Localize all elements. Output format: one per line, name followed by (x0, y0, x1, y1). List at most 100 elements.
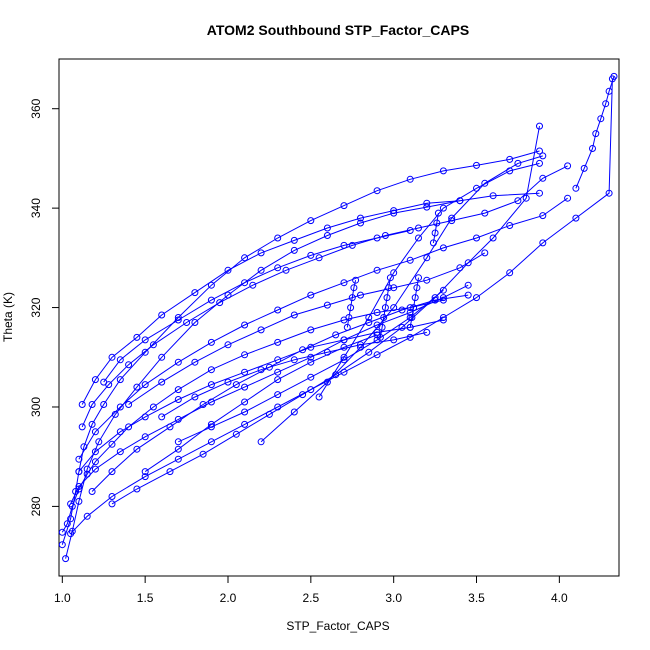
data-point (75, 468, 83, 476)
data-point (357, 291, 364, 299)
data-point (506, 269, 514, 277)
data-point (149, 403, 157, 411)
data-point (307, 291, 315, 299)
data-point (340, 356, 348, 364)
data-point (348, 294, 356, 302)
data-point (506, 167, 514, 175)
data-point (108, 493, 116, 500)
series-line (260, 155, 543, 443)
data-point (95, 438, 103, 446)
data-point (536, 122, 543, 130)
series-line (65, 192, 540, 559)
data-point (473, 184, 480, 192)
data-point (307, 326, 315, 334)
series-line (81, 165, 568, 428)
data-point (257, 366, 265, 374)
data-point (108, 468, 116, 476)
data-point (473, 234, 480, 242)
data-point (274, 306, 282, 314)
data-point (506, 155, 514, 163)
data-point (539, 212, 547, 220)
data-point (423, 328, 431, 336)
data-point (473, 161, 480, 169)
data-point (390, 304, 398, 312)
data-point (398, 306, 406, 314)
data-point (456, 197, 464, 205)
data-point (481, 179, 489, 187)
data-point (274, 376, 282, 384)
data-point (290, 311, 298, 319)
data-point (174, 386, 182, 394)
data-point (385, 284, 393, 292)
data-point (166, 423, 174, 431)
data-point (323, 232, 331, 239)
data-point (141, 473, 149, 481)
data-point (381, 304, 389, 312)
data-point (241, 420, 249, 428)
series-line (70, 284, 469, 505)
data-point (116, 448, 124, 456)
data-point (423, 276, 431, 284)
data-point (257, 249, 265, 257)
data-point (241, 351, 249, 359)
data-point (183, 319, 191, 326)
data-point (522, 194, 530, 202)
data-point (373, 309, 381, 316)
data-point (224, 266, 232, 274)
data-point (340, 343, 348, 351)
data-point (536, 189, 543, 197)
data-point (241, 254, 249, 262)
data-point (174, 455, 182, 463)
chart-title: ATOM2 Southbound STP_Factor_CAPS (207, 22, 469, 38)
data-point (406, 323, 414, 331)
data-point (340, 202, 348, 210)
data-point (406, 256, 414, 264)
data-point (241, 383, 249, 391)
data-point (373, 187, 381, 195)
data-point (100, 378, 108, 386)
data-point (464, 291, 472, 299)
data-point (274, 338, 282, 346)
data-point (406, 175, 414, 183)
x-tick-label: 2.0 (220, 591, 237, 605)
data-point (350, 284, 358, 292)
data-point (191, 289, 199, 297)
x-tick-label: 3.5 (468, 591, 485, 605)
data-point (415, 234, 422, 242)
data-point (265, 410, 273, 418)
data-point (88, 420, 96, 428)
data-point (265, 363, 273, 371)
data-point (290, 408, 298, 416)
data-point (536, 147, 543, 155)
data-point (141, 468, 149, 476)
data-point (241, 408, 249, 416)
series-line (78, 197, 568, 460)
series-line (81, 200, 460, 405)
data-point (191, 319, 199, 326)
data-point (174, 438, 182, 446)
data-point (572, 214, 580, 222)
data-point (125, 423, 133, 431)
series-line (178, 289, 444, 443)
data-point (257, 438, 265, 446)
x-tick-label: 3.0 (385, 591, 402, 605)
data-point (433, 219, 441, 227)
series-line (128, 252, 486, 405)
data-point (75, 483, 83, 490)
data-point (378, 323, 386, 331)
data-point (224, 378, 232, 386)
data-point (108, 500, 116, 508)
y-tick-label: 360 (29, 98, 43, 118)
series-line (346, 280, 357, 328)
data-point (390, 284, 398, 292)
data-point (357, 341, 364, 349)
y-tick-label: 280 (29, 496, 43, 516)
series-line (61, 299, 444, 533)
data-point (323, 301, 331, 309)
data-point (158, 378, 166, 386)
data-point (290, 356, 298, 364)
data-point (141, 381, 149, 389)
data-point (323, 378, 331, 386)
data-point (207, 281, 215, 289)
y-tick-label: 300 (29, 397, 43, 417)
